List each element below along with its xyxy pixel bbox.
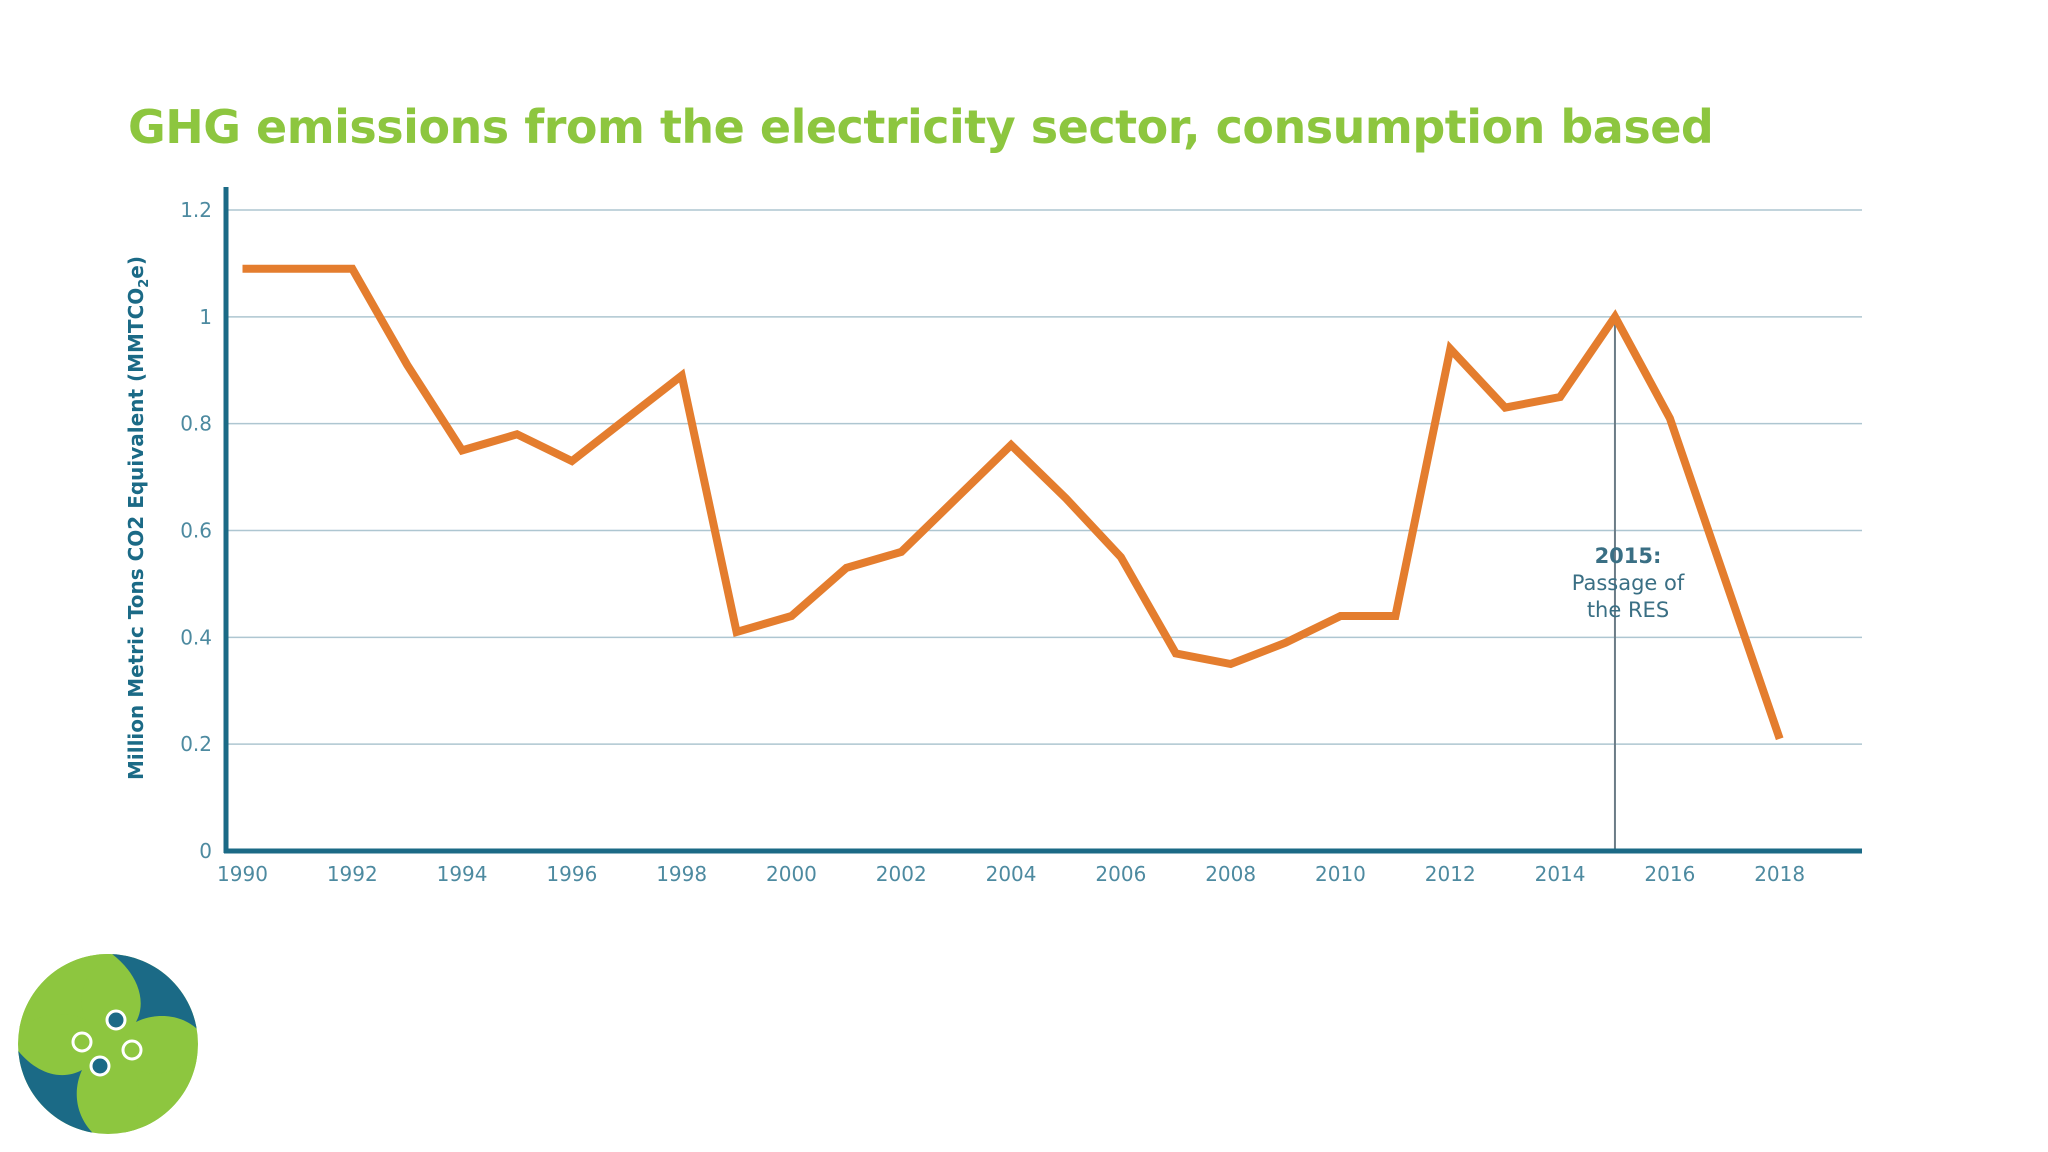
y-axis-title-subscript: 2 [137,278,152,288]
x-tick-label: 1990 [217,862,268,886]
data-point [1556,393,1564,401]
y-tick-label: 0.4 [180,625,212,649]
data-point [1391,612,1399,620]
data-point [348,265,356,273]
y-tick-label: 0 [199,839,212,863]
data-point [1282,639,1290,647]
data-point [1336,612,1344,620]
x-tick-label: 2002 [876,862,927,886]
x-tick-label: 2018 [1754,862,1805,886]
data-point [1666,414,1674,422]
data-point [1117,553,1125,561]
x-tick-label: 1992 [327,862,378,886]
x-tick-label: 2008 [1205,862,1256,886]
series-line-ghg-emissions [242,264,1784,741]
annotation-2015: 2015: Passage of the RES [1528,543,1728,624]
x-tick-label: 1998 [656,862,707,886]
x-tick-label: 2010 [1315,862,1366,886]
data-point [293,265,301,273]
y-tick-label: 0.8 [180,412,212,436]
data-point [842,564,850,572]
logo-dot [89,1055,111,1077]
y-axis-title: Million Metric Tons CO2 Equivalent (MMTC… [122,238,152,798]
annotation-text: Passage of the RES [1571,571,1685,622]
data-point [623,414,631,422]
data-point [897,548,905,556]
data-point [403,361,411,369]
logo-background [18,954,198,1134]
data-point [1776,735,1784,743]
x-tick-label: 2000 [766,862,817,886]
data-point [1172,649,1180,657]
data-point [678,372,686,380]
data-point [1062,494,1070,502]
data-point [1227,660,1235,668]
x-tick-label: 1996 [546,862,597,886]
data-point [1611,313,1619,321]
data-point [1501,404,1509,412]
x-tick-label: 2004 [986,862,1037,886]
data-point [458,446,466,454]
y-tick-label: 0.6 [180,519,212,543]
data-point [952,494,960,502]
y-tick-label: 0.2 [180,732,212,756]
chart-title: GHG emissions from the electricity secto… [128,100,1714,154]
y-tick-label: 1.2 [180,198,212,222]
data-point [238,265,246,273]
data-point [1446,345,1454,353]
x-tick-label: 2012 [1425,862,1476,886]
data-point [568,457,576,465]
y-tick-label: 1 [199,305,212,329]
annotation-year: 2015: [1594,544,1662,568]
logo-dot [71,1031,93,1053]
x-tick-label: 1994 [437,862,488,886]
x-tick-label: 2006 [1095,862,1146,886]
logo-dot [105,1009,127,1031]
data-point [1007,441,1015,449]
y-axis-title-main: Million Metric Tons CO2 Equivalent (MMTC… [124,287,148,781]
x-tick-label: 2014 [1535,862,1586,886]
y-axis-title-end: e) [124,255,148,279]
logo-dot [121,1039,143,1061]
data-point [513,430,521,438]
x-tick-label: 2016 [1644,862,1695,886]
data-point [733,628,741,636]
data-point [787,612,795,620]
organization-logo [18,954,198,1134]
